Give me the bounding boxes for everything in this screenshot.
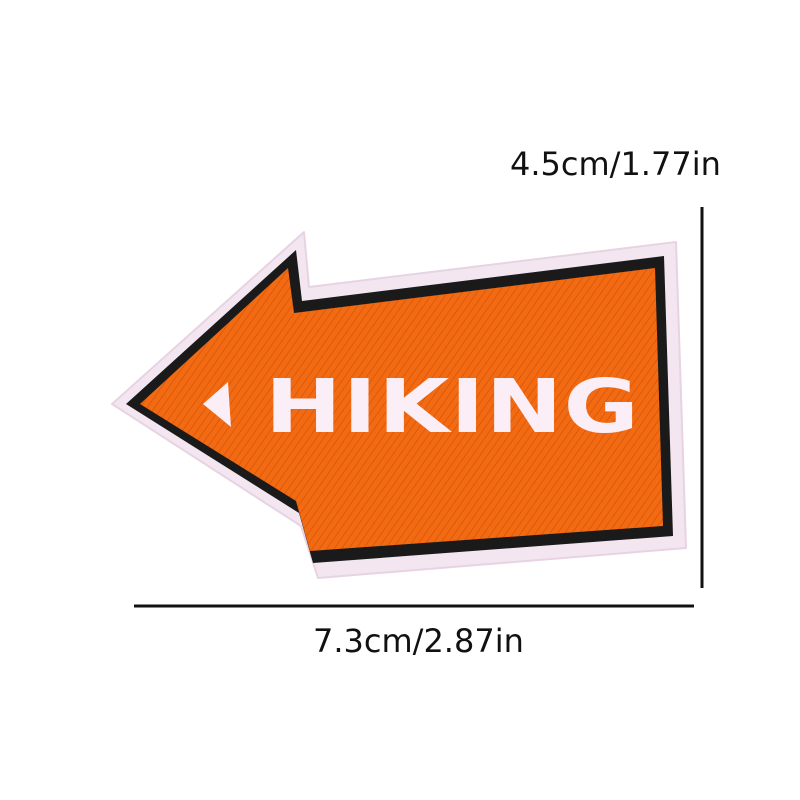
hiking-arrow-patch: HIKING bbox=[111, 231, 687, 579]
patch-fill bbox=[140, 268, 663, 551]
small-left-arrow-icon bbox=[203, 382, 231, 427]
width-label: 7.3cm/2.87in bbox=[313, 622, 524, 660]
height-label: 4.5cm/1.77in bbox=[510, 145, 721, 183]
patch-text: HIKING bbox=[265, 364, 640, 450]
